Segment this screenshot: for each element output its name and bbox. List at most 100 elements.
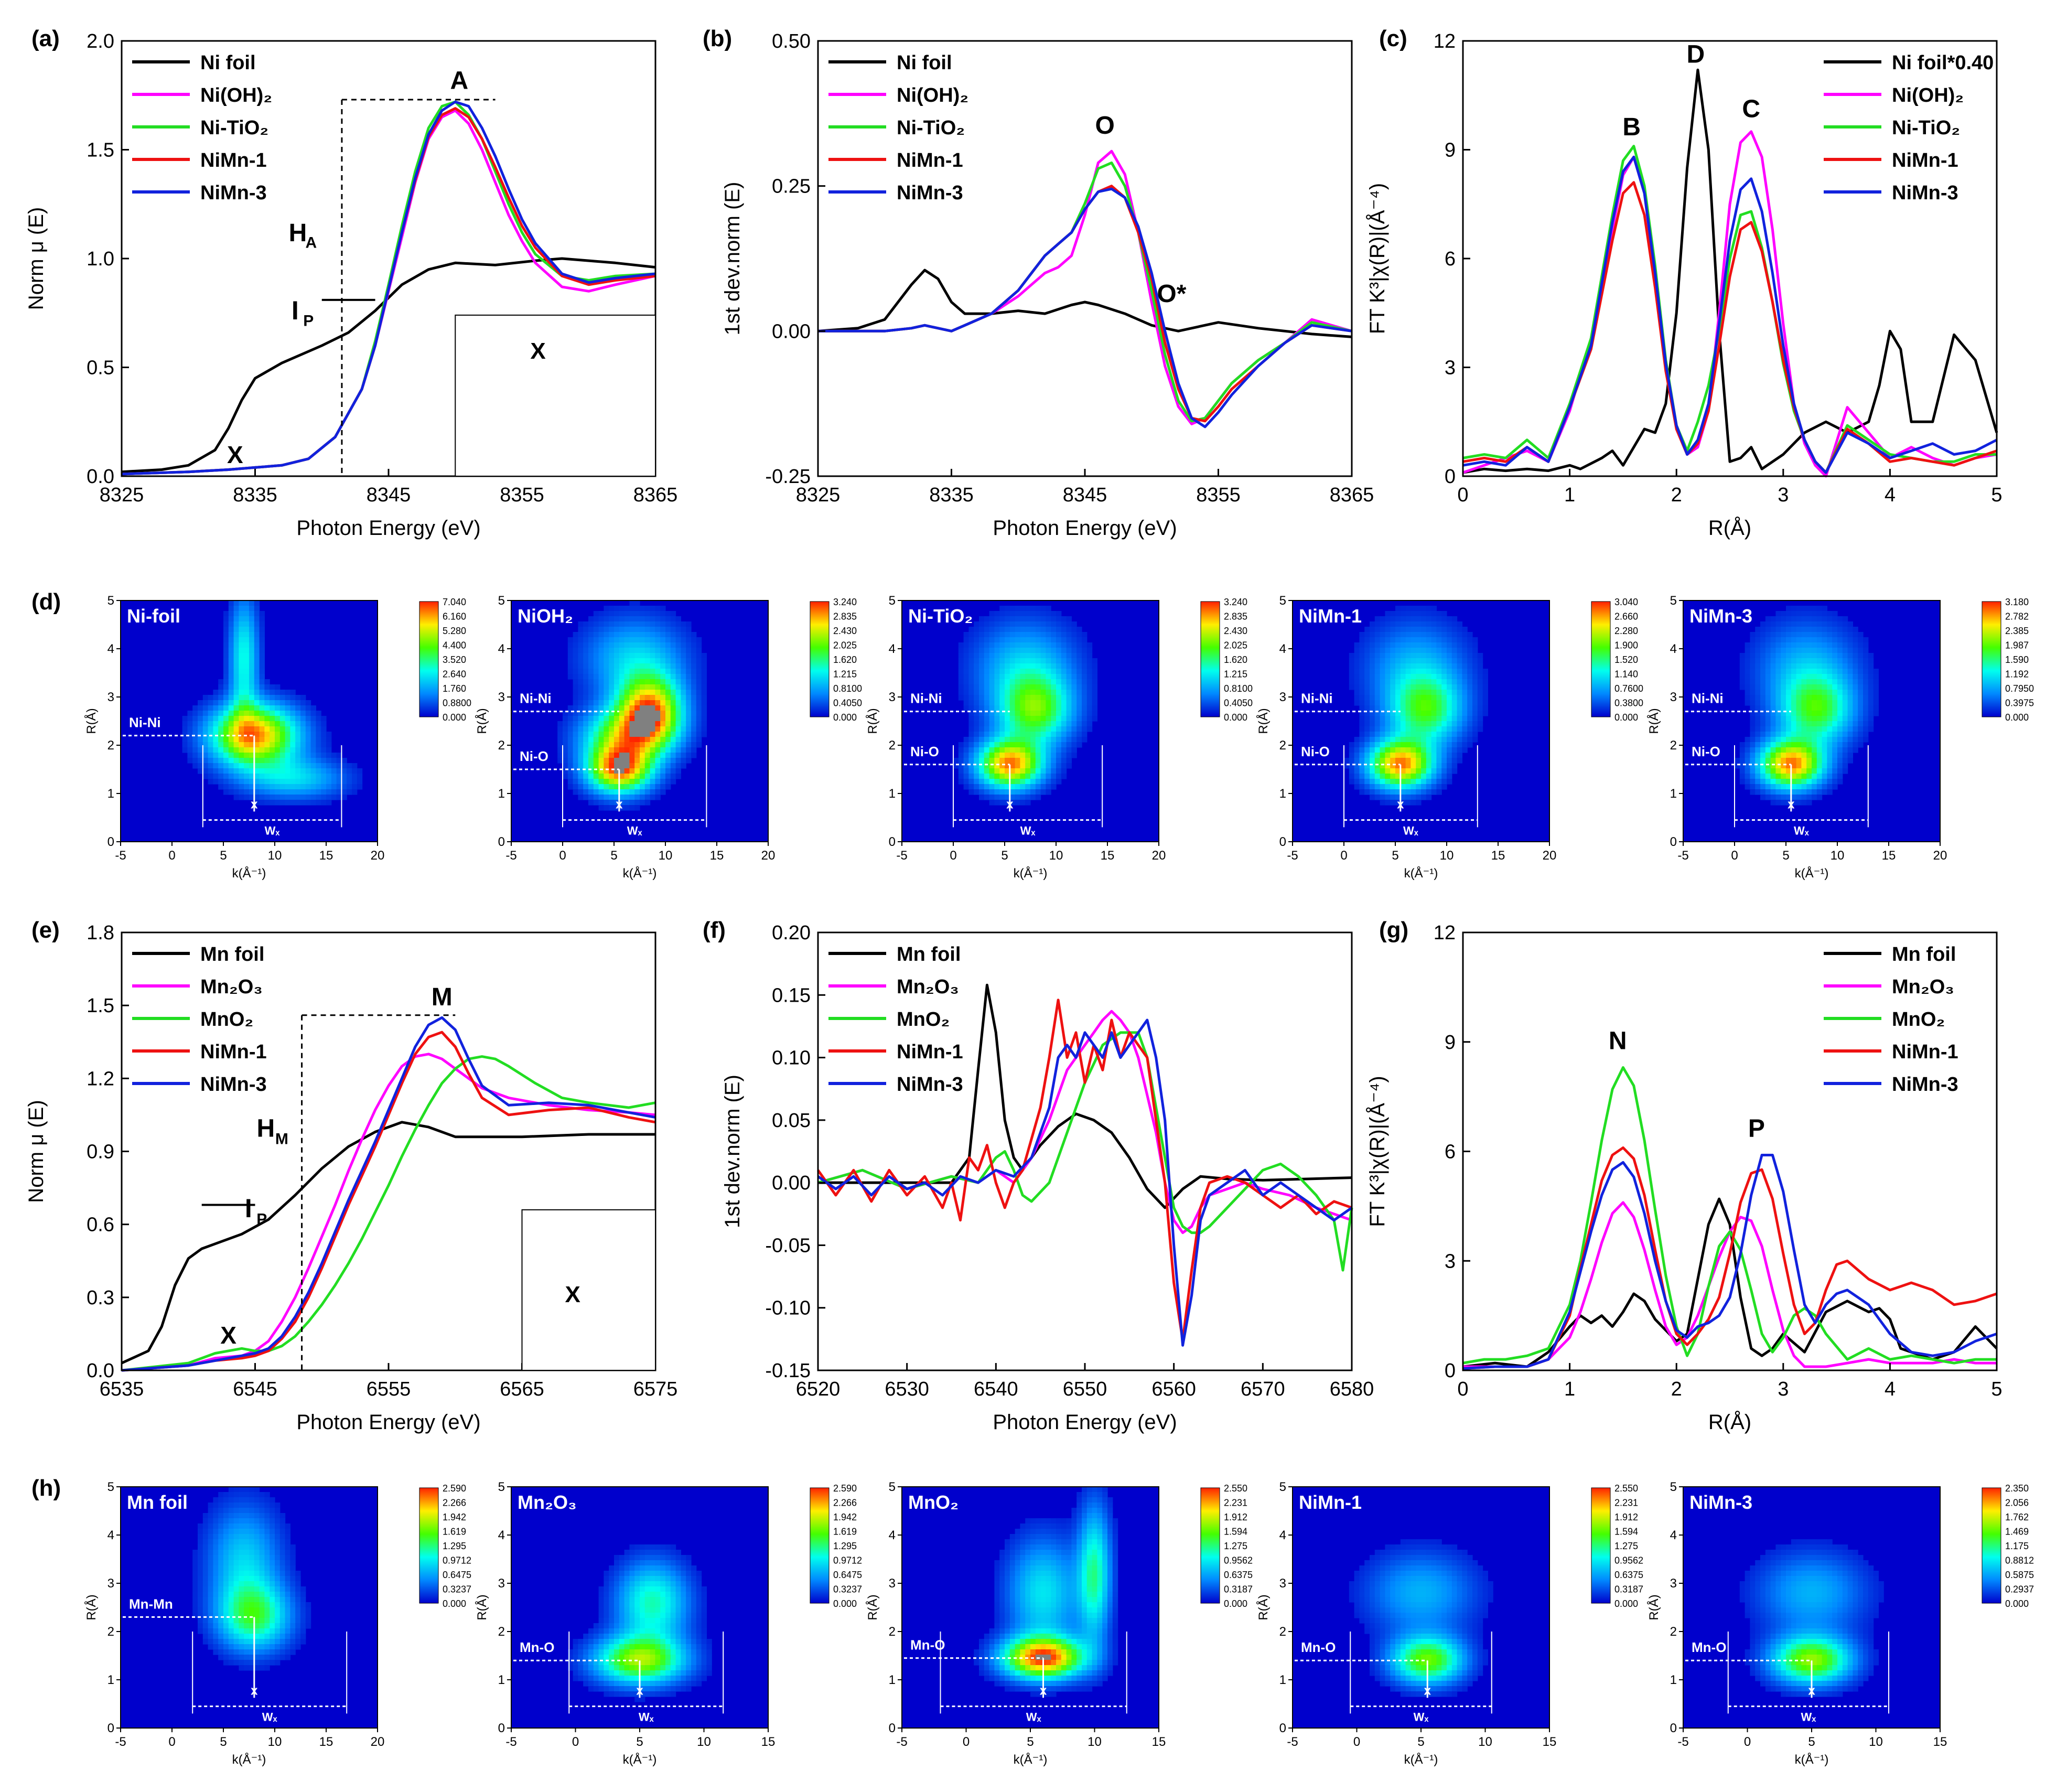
heatmap-cell (1816, 795, 1823, 800)
heatmap-cell (1822, 695, 1827, 701)
heatmap-cell (254, 600, 260, 606)
heatmap-cell (1426, 658, 1432, 664)
heatmap-cell (1020, 742, 1026, 748)
heatmap-cell (686, 658, 692, 664)
heatmap-cell (1447, 674, 1452, 680)
heatmap-cell (1020, 679, 1026, 685)
heatmap-cell (974, 774, 979, 779)
heatmap-cell (1374, 784, 1381, 790)
heatmap-cell (1354, 700, 1360, 706)
heatmap-cell (1411, 768, 1416, 774)
heatmap-cell (1745, 753, 1750, 758)
heatmap-cell (1837, 726, 1843, 732)
heatmap-cell (1030, 642, 1036, 648)
heatmap-cell (1447, 663, 1452, 669)
heatmap-frame (1683, 600, 1941, 842)
heatmap-cell (994, 705, 1000, 711)
y-tick-label: 1.0 (87, 248, 114, 270)
heatmap-cell (644, 648, 651, 653)
heatmap-cell (984, 705, 990, 711)
heatmap-cell (1853, 669, 1858, 674)
heatmap-cell (1796, 763, 1802, 769)
heatmap-cell (675, 747, 681, 753)
heatmap-cell (1051, 669, 1057, 674)
heatmap-cell (1061, 695, 1067, 701)
heatmap-cell (228, 716, 234, 722)
heatmap-cell (1395, 700, 1401, 706)
heatmap-cell (989, 684, 995, 690)
heatmap-cell (1400, 669, 1406, 674)
heatmap-cell (244, 721, 250, 727)
heatmap-cell (1385, 716, 1391, 722)
heatmap-cell (249, 632, 255, 638)
heatmap-cell (223, 716, 229, 722)
heatmap-cell (619, 632, 625, 638)
heatmap-cell (609, 611, 615, 617)
heatmap-cell (1364, 674, 1370, 680)
heatmap-cell (233, 1487, 239, 1493)
heatmap-cell (1066, 653, 1072, 659)
y-tick-label: 0.00 (772, 1172, 811, 1194)
heatmap-cell (239, 1634, 244, 1639)
heatmap-cell (1056, 611, 1062, 617)
heatmap-cell (1755, 784, 1761, 790)
heatmap-cell (1801, 721, 1807, 727)
heatmap-cell (670, 763, 676, 769)
heatmap-cell (650, 632, 655, 638)
heatmap-cell (279, 763, 286, 769)
heatmap-cell (1071, 737, 1077, 743)
heatmap-cell (1755, 705, 1761, 711)
heatmap-cell (1035, 758, 1041, 764)
heatmap-cell (264, 690, 270, 695)
heatmap-cell (1806, 789, 1812, 795)
heatmap-cell (213, 768, 219, 774)
heatmap-cell (270, 711, 275, 716)
heatmap-cell (1796, 795, 1802, 800)
heatmap-cell (963, 705, 969, 711)
heatmap-cell (619, 805, 625, 811)
heatmap-cell (1873, 705, 1879, 711)
heatmap-cell (331, 795, 337, 800)
heatmap-cell (1390, 737, 1396, 743)
colorbar-label: 1.620 (1224, 654, 1247, 665)
heatmap-cell (326, 742, 332, 748)
x-tick-label: 8325 (100, 484, 144, 506)
heatmap-cell (1411, 747, 1416, 753)
heatmap-cell (1447, 763, 1452, 769)
heatmap-cell (223, 1660, 229, 1666)
heatmap-cell (1837, 674, 1843, 680)
heatmap-cell (218, 1644, 224, 1650)
heatmap-cell (619, 606, 625, 611)
peak-label-P: P (1748, 1115, 1765, 1143)
heatmap-cell (984, 632, 990, 638)
heatmap-cell (182, 721, 188, 727)
heatmap-cell (1457, 700, 1462, 706)
heatmap-cell (1374, 653, 1381, 659)
heatmap-cell (305, 721, 311, 727)
heatmap-cell (239, 774, 244, 779)
heatmap-cell (1370, 747, 1375, 753)
heatmap-cell (619, 795, 625, 800)
y-tick-label: 3 (1445, 1250, 1456, 1272)
heatmap-cell (1092, 695, 1097, 701)
heatmap-cell (650, 674, 655, 680)
heatmap-cell (614, 737, 620, 743)
heatmap-cell (1395, 758, 1401, 764)
heatmap-cell (239, 690, 244, 695)
heatmap-cell (1786, 695, 1792, 701)
heatmap-cell (1025, 726, 1031, 732)
heatmap-cell (1765, 679, 1771, 685)
heatmap-cell (650, 705, 655, 711)
heatmap-cell (994, 716, 1000, 722)
heatmap-cell (1349, 663, 1355, 669)
heatmap-cell (192, 1592, 198, 1597)
heatmap-cell (331, 774, 337, 779)
heatmap-cell (675, 726, 681, 732)
heatmap-cell (573, 726, 578, 732)
heatmap-cell (1385, 695, 1391, 701)
heatmap-cell (1040, 753, 1046, 758)
heatmap-cell (233, 758, 239, 764)
heatmap-cell (1344, 758, 1350, 764)
heatmap-cell (644, 695, 651, 701)
heatmap-cell (1796, 721, 1802, 727)
